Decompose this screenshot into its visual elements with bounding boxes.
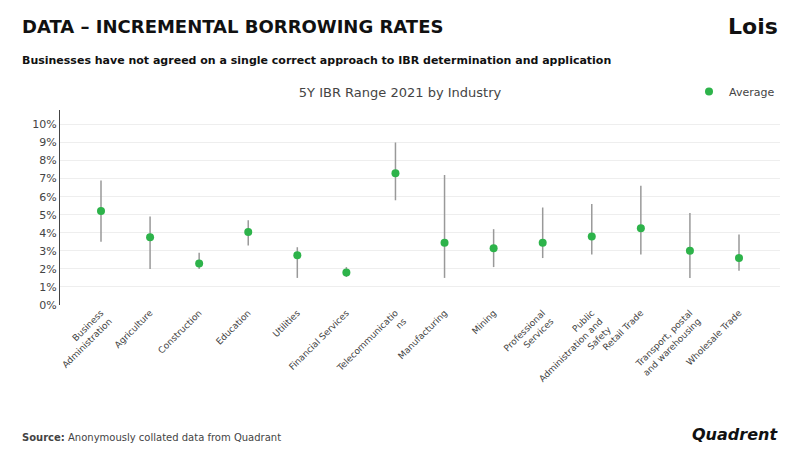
- svg-text:2%: 2%: [39, 263, 56, 276]
- svg-text:3%: 3%: [39, 245, 56, 258]
- svg-text:Mining: Mining: [470, 308, 498, 336]
- svg-text:6%: 6%: [39, 191, 56, 204]
- svg-text:9%: 9%: [39, 136, 56, 149]
- svg-text:1%: 1%: [39, 281, 56, 294]
- svg-text:Businesses have not agreed on: Businesses have not agreed on a single c…: [22, 54, 611, 67]
- svg-text:DATA – INCREMENTAL BORROWING R: DATA – INCREMENTAL BORROWING RATES: [22, 16, 443, 37]
- svg-text:Retail Trade: Retail Trade: [601, 308, 646, 353]
- svg-text:Average: Average: [729, 86, 774, 99]
- svg-text:Quadrent: Quadrent: [692, 425, 778, 444]
- svg-text:Manufacturing: Manufacturing: [396, 308, 449, 361]
- svg-text:PublicAdministration andSafety: PublicAdministration andSafety: [529, 308, 614, 393]
- svg-text:10%: 10%: [32, 118, 56, 131]
- svg-text:ProfessionalServices: ProfessionalServices: [502, 308, 556, 362]
- svg-text:5%: 5%: [39, 209, 56, 222]
- svg-text:5Y IBR Range 2021 by Industry: 5Y IBR Range 2021 by Industry: [299, 85, 502, 100]
- svg-text:Agriculture: Agriculture: [113, 308, 155, 350]
- svg-text:Telecommunications: Telecommunications: [335, 308, 409, 382]
- svg-text:Financial Services: Financial Services: [287, 308, 351, 372]
- svg-text:7%: 7%: [39, 172, 56, 185]
- svg-text:Transport, postaland warehousi: Transport, postaland warehousing: [633, 308, 703, 378]
- svg-text:Source: Anonymously collated d: Source: Anonymously collated data from Q…: [22, 432, 281, 443]
- svg-text:4%: 4%: [39, 227, 56, 240]
- svg-text:Construction: Construction: [156, 308, 204, 356]
- svg-text:0%: 0%: [39, 299, 56, 312]
- svg-text:8%: 8%: [39, 154, 56, 167]
- svg-text:Lois: Lois: [728, 14, 778, 39]
- svg-text:Utilities: Utilities: [271, 308, 302, 339]
- svg-text:BusinessAdministration: BusinessAdministration: [52, 308, 114, 370]
- svg-text:Wholesale Trade: Wholesale Trade: [684, 308, 744, 368]
- svg-text:Education: Education: [214, 308, 253, 347]
